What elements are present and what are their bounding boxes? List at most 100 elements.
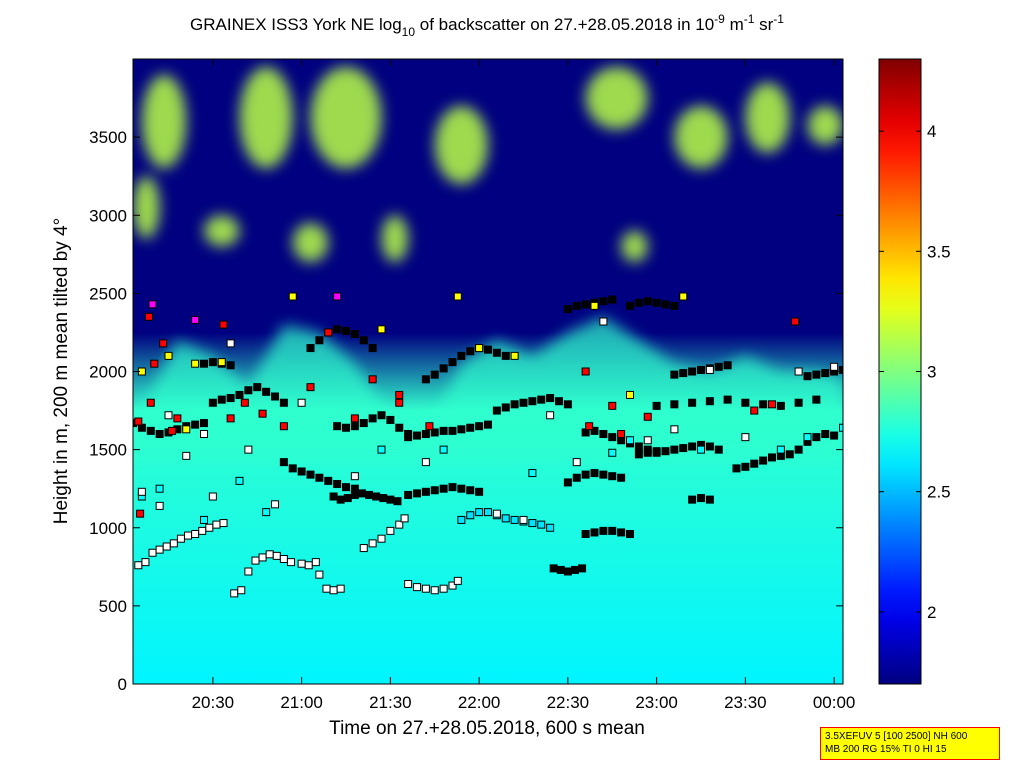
layer-marker [457,351,466,360]
layer-marker [679,369,688,378]
layer-marker [141,558,150,567]
layer-marker [528,469,537,478]
layer-marker [404,490,413,499]
layer-marker [563,305,572,313]
layer-marker [148,300,157,309]
layer-marker [448,426,457,435]
x-tick-label: 22:30 [547,693,590,712]
layer-marker [226,394,235,403]
layer-marker [590,469,599,478]
layer-marker [342,483,350,492]
y-tick-label: 2500 [89,284,127,303]
layer-marker [546,523,555,532]
colorbar-tick-label: 4 [927,122,936,141]
layer-marker [208,398,217,407]
layer-marker [670,445,679,454]
layer-marker [608,401,617,410]
layer-marker [333,325,342,334]
layer-marker [723,361,732,370]
cloud-patch [239,66,293,169]
layer-marker [830,431,839,440]
cloud-patch [585,66,648,130]
layer-marker [162,542,171,551]
layer-marker [661,300,670,309]
layer-marker [395,423,404,432]
layer-marker [297,398,306,407]
layer-marker [759,456,768,465]
layer-marker [372,492,381,501]
layer-marker [322,584,331,593]
layer-marker [150,359,159,368]
layer-marker [191,530,200,538]
layer-marker [519,398,528,407]
layer-marker [315,570,324,579]
cloud-patch [310,66,382,169]
layer-marker [457,425,466,434]
layer-marker [697,365,705,374]
layer-marker [714,445,723,454]
x-tick-label: 22:00 [458,693,501,712]
layer-marker [439,445,448,454]
layer-marker [324,328,333,337]
layer-marker [697,445,705,454]
layer-marker [492,509,501,518]
layer-marker [421,487,430,496]
layer-marker [413,431,421,440]
layer-marker [134,561,143,570]
layer-marker [599,526,608,535]
layer-marker [350,330,359,338]
layer-marker [279,422,288,431]
layer-marker [240,398,249,407]
layer-marker [176,534,185,543]
layer-marker [475,508,484,517]
layer-marker [365,490,374,499]
colorbar-scale [878,58,922,685]
layer-marker [697,494,705,503]
layer-marker [572,473,581,482]
y-tick-label: 1500 [89,441,127,460]
cloud-patch [133,176,160,239]
layer-marker [350,472,359,481]
layer-marker [670,400,679,409]
layer-marker [626,436,634,445]
layer-marker [159,339,168,348]
layer-marker [421,458,430,467]
layer-marker [776,401,785,410]
cloud-patch [381,215,409,263]
layer-marker [812,395,821,404]
layer-marker [634,298,643,307]
layer-marker [272,551,281,560]
layer-marker [626,530,634,538]
colorbar-tick-label: 2 [927,603,936,622]
layer-marker [466,486,475,495]
layer-marker [510,515,519,524]
layer-marker [155,430,164,438]
layer-marker [413,489,421,498]
y-tick-label: 3500 [89,128,127,147]
layer-marker [670,370,679,379]
layer-marker [421,584,430,593]
layer-marker [448,358,457,367]
layer-marker [304,561,313,570]
layer-marker [262,387,271,396]
layer-marker [585,422,594,431]
layer-marker [556,565,565,574]
layer-marker [359,544,368,553]
layer-marker [191,420,200,429]
layer-marker [377,411,386,420]
layer-marker [359,336,368,345]
layer-marker [379,494,388,503]
chart-title: GRAINEX ISS3 York NE log10 of backscatte… [190,12,784,39]
layer-marker [439,584,448,593]
y-axis-label: Height in m, 200 m mean tilted by 4° [51,218,72,524]
layer-marker [439,364,448,373]
layer-marker [821,430,830,438]
layer-marker [311,558,320,567]
layer-marker [546,394,555,403]
layer-marker [759,400,768,409]
layer-marker [395,398,404,407]
layer-marker [466,511,475,520]
layer-marker [776,445,785,454]
info-line-1: 3.5XEFUV 5 [100 2500] NH 600 [825,731,968,742]
